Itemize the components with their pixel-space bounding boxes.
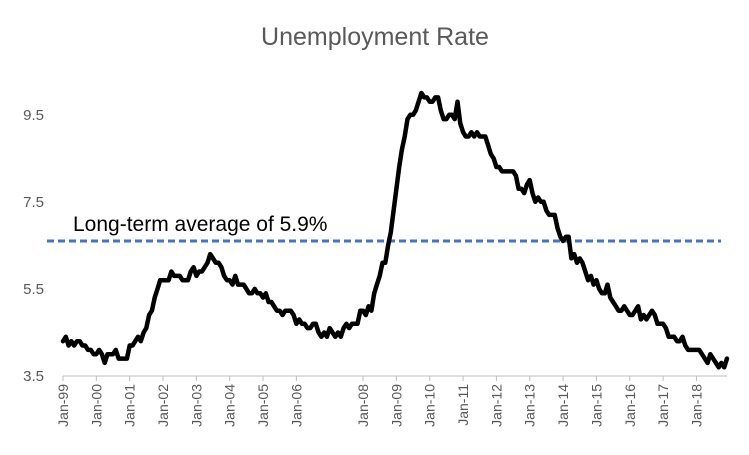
x-tick-label: Jan-16 — [622, 384, 638, 427]
x-tick-label: Jan-03 — [188, 384, 204, 427]
series-group — [60, 90, 730, 370]
series-line — [60, 90, 730, 370]
x-tick-label: Jan-10 — [422, 384, 438, 427]
x-tick-label: Jan-14 — [555, 384, 571, 427]
x-axis-ticks: Jan-99 Jan-00 Jan-01 Jan-02 Jan-03 Jan-04 Jan-… — [55, 376, 704, 427]
chart-title: Unemployment Rate — [261, 23, 489, 51]
x-tick-label: Jan-05 — [255, 384, 271, 427]
y-tick-label: 7.5 — [23, 194, 44, 211]
x-tick-label: Jan-12 — [488, 384, 504, 427]
x-tick-label: Jan-00 — [88, 384, 104, 427]
x-tick-label: Jan-99 — [55, 384, 71, 427]
y-axis-ticks: 3.5 5.5 7.5 9.5 — [23, 107, 44, 385]
x-tick-label: Jan-13 — [522, 384, 538, 427]
x-tick-label: Jan-15 — [588, 384, 604, 427]
x-tick-label: Jan-06 — [288, 384, 304, 427]
x-tick-label: Jan-08 — [355, 384, 371, 427]
y-tick-label: 9.5 — [23, 107, 44, 124]
average-annotation: Long-term average of 5.9% — [73, 213, 327, 236]
x-tick-label: Jan-04 — [222, 384, 238, 427]
x-tick-label: Jan-17 — [655, 384, 671, 427]
y-tick-label: 5.5 — [23, 281, 44, 298]
x-tick-label: Jan-02 — [155, 384, 171, 427]
y-tick-label: 3.5 — [23, 368, 44, 385]
x-tick-label: Jan-18 — [688, 384, 704, 427]
x-tick-label: Jan-11 — [455, 384, 471, 426]
x-tick-label: Jan-09 — [388, 384, 404, 427]
x-tick-label: Jan-01 — [122, 384, 138, 427]
